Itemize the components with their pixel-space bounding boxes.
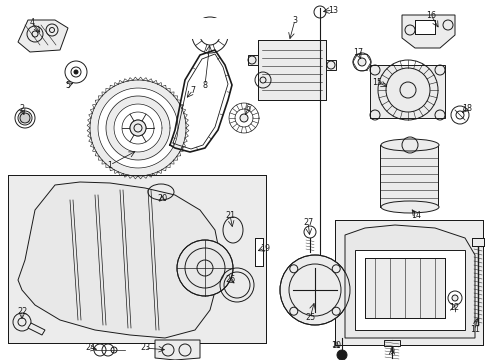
- Ellipse shape: [380, 201, 438, 213]
- Polygon shape: [369, 65, 444, 118]
- Bar: [364, 258, 444, 318]
- Text: 14: 14: [410, 211, 420, 220]
- Polygon shape: [18, 20, 68, 52]
- Bar: [471, 238, 483, 246]
- Bar: [8, 175, 265, 343]
- Polygon shape: [401, 15, 454, 48]
- Polygon shape: [345, 225, 474, 338]
- Text: 27: 27: [302, 217, 312, 226]
- Text: 4: 4: [29, 18, 35, 27]
- Text: 18: 18: [461, 104, 471, 113]
- Text: 9: 9: [388, 347, 394, 356]
- Circle shape: [74, 70, 78, 74]
- Bar: [383, 340, 399, 346]
- Polygon shape: [28, 323, 45, 335]
- Text: 3: 3: [292, 15, 297, 24]
- Text: 22: 22: [17, 307, 27, 316]
- Text: 6: 6: [245, 104, 250, 113]
- Polygon shape: [114, 104, 162, 152]
- Text: 17: 17: [352, 48, 362, 57]
- Bar: [258, 40, 325, 100]
- Circle shape: [18, 318, 26, 326]
- Polygon shape: [354, 250, 464, 330]
- Text: 7: 7: [190, 86, 195, 95]
- Polygon shape: [325, 60, 335, 70]
- Circle shape: [240, 114, 247, 122]
- Text: 13: 13: [327, 5, 337, 14]
- Polygon shape: [155, 340, 200, 360]
- Bar: [379, 145, 437, 207]
- Text: 24: 24: [85, 343, 95, 352]
- Text: 5: 5: [65, 81, 70, 90]
- Bar: [190, 18, 231, 38]
- Text: 12: 12: [448, 303, 458, 312]
- Ellipse shape: [380, 139, 438, 151]
- Bar: [8, 175, 265, 343]
- Text: 11: 11: [469, 325, 479, 334]
- Bar: [334, 220, 482, 345]
- Circle shape: [260, 77, 265, 83]
- Bar: [471, 238, 483, 246]
- Text: 15: 15: [371, 77, 381, 86]
- Text: 23: 23: [140, 343, 150, 352]
- Bar: [254, 238, 263, 266]
- Polygon shape: [90, 80, 185, 176]
- Circle shape: [336, 350, 346, 360]
- Circle shape: [177, 240, 232, 296]
- Bar: [364, 258, 444, 318]
- Bar: [414, 20, 434, 34]
- Bar: [258, 40, 325, 100]
- Text: 20: 20: [157, 194, 167, 202]
- Polygon shape: [18, 182, 220, 338]
- Text: 16: 16: [425, 10, 435, 19]
- Bar: [334, 220, 482, 345]
- Text: 8: 8: [202, 81, 207, 90]
- Bar: [254, 238, 263, 266]
- Text: 2: 2: [20, 104, 24, 113]
- Text: 10: 10: [330, 341, 340, 350]
- Circle shape: [130, 120, 146, 136]
- Circle shape: [357, 58, 365, 66]
- Circle shape: [451, 295, 457, 301]
- Text: 25: 25: [304, 314, 314, 323]
- Text: 21: 21: [224, 211, 235, 220]
- Text: 19: 19: [260, 243, 269, 252]
- Text: 26: 26: [224, 275, 235, 284]
- Polygon shape: [98, 88, 178, 168]
- Circle shape: [280, 255, 349, 325]
- Polygon shape: [247, 55, 258, 65]
- Polygon shape: [106, 96, 170, 160]
- Bar: [379, 145, 437, 207]
- Text: 1: 1: [107, 161, 112, 170]
- Bar: [414, 20, 434, 34]
